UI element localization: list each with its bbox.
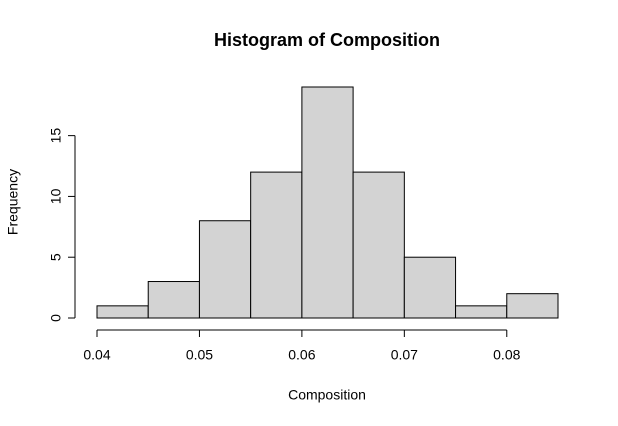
bar [301, 86, 354, 319]
bar [198, 220, 252, 319]
bar [455, 305, 508, 319]
y-tick-label: 0 [48, 314, 64, 322]
bar [250, 171, 303, 319]
x-tick-label: 0.08 [493, 347, 520, 363]
x-tick-label: 0.05 [186, 347, 213, 363]
y-tick-label: 15 [48, 128, 64, 144]
y-tick-label: 10 [48, 188, 64, 204]
y-axis-label: Frequency [5, 169, 21, 235]
x-axis-label: Composition [288, 387, 366, 403]
chart-title: Histogram of Composition [214, 30, 440, 50]
x-tick-label: 0.06 [288, 347, 315, 363]
bar [96, 305, 149, 319]
bar [506, 293, 559, 319]
x-tick-label: 0.07 [391, 347, 418, 363]
bar [403, 256, 457, 319]
x-tick-label: 0.04 [83, 347, 110, 363]
bar [147, 281, 200, 319]
bar [352, 171, 405, 319]
y-tick-label: 5 [48, 253, 64, 261]
